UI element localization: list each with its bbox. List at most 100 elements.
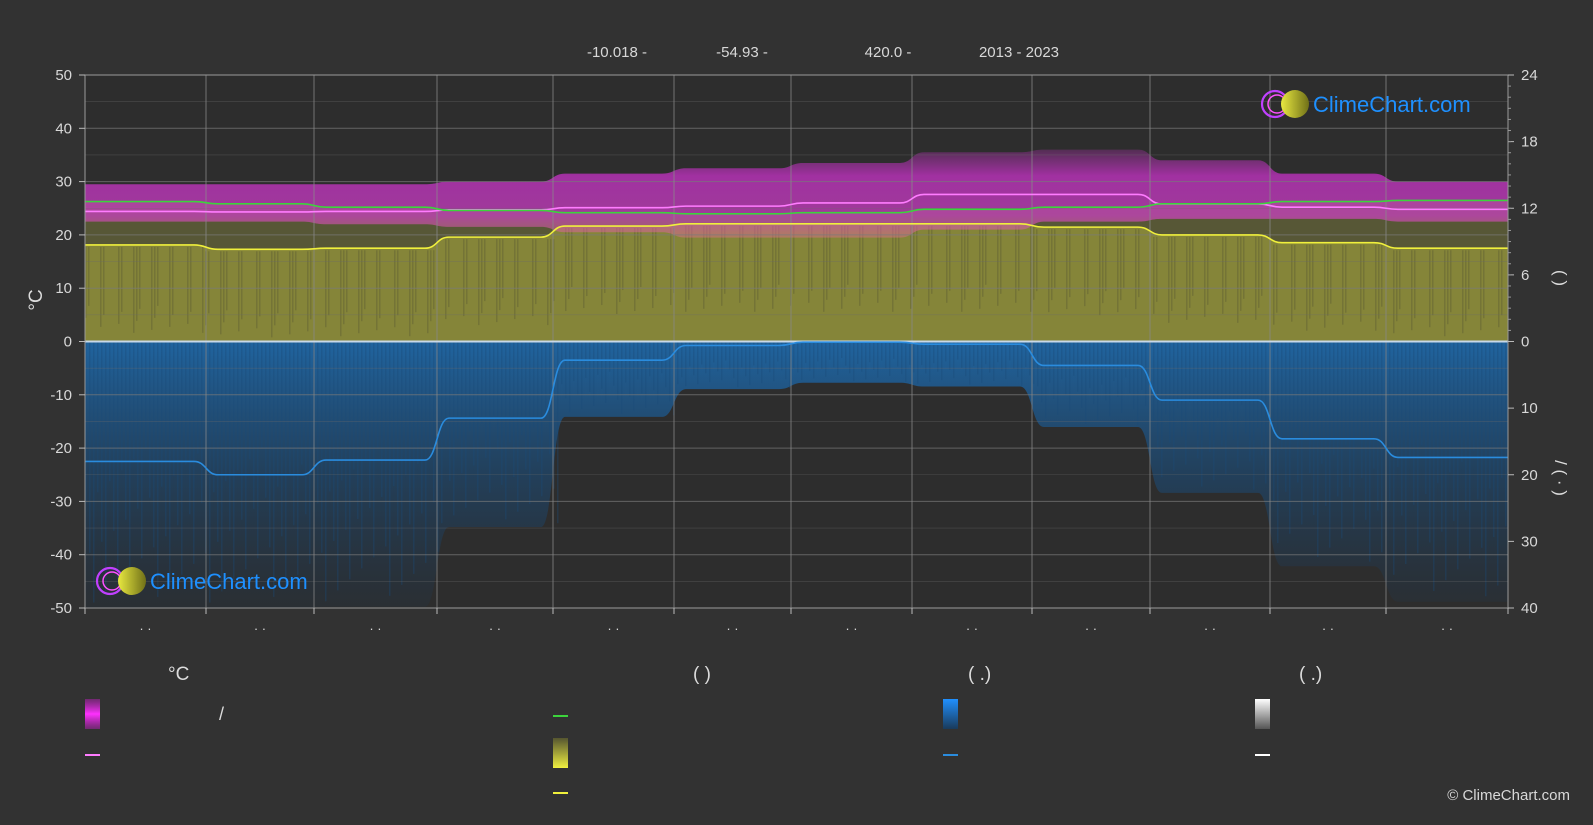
rain-texture — [1481, 341, 1483, 548]
sunshine-texture — [238, 251, 240, 332]
sunshine-texture — [688, 225, 690, 300]
sunshine-texture — [427, 250, 429, 334]
rain-texture — [253, 341, 255, 509]
rain-texture — [657, 341, 659, 405]
sunshine-texture — [1030, 225, 1032, 312]
sunshine-texture — [652, 228, 654, 309]
right-top-tick-label: 0 — [1521, 334, 1529, 351]
rain-texture — [817, 341, 819, 362]
right-bottom-tick-label: 30 — [1521, 533, 1538, 550]
rain-texture — [781, 341, 783, 371]
rain-texture — [773, 341, 775, 382]
x-tick-label: · · — [1322, 621, 1334, 636]
sunshine-texture — [1498, 250, 1500, 328]
rain-texture — [277, 341, 279, 487]
left-tick-label: -20 — [50, 440, 72, 457]
sunshine-texture — [412, 250, 414, 325]
rain-texture — [649, 341, 651, 377]
rain-texture — [401, 341, 403, 585]
rain-texture — [429, 341, 431, 454]
rain-texture — [465, 341, 467, 508]
rain-texture — [281, 341, 283, 537]
rain-texture — [413, 341, 415, 574]
rain-texture — [149, 341, 151, 498]
sunshine-texture — [916, 225, 918, 285]
rain-texture — [1025, 341, 1027, 367]
right-top-tick-label: 18 — [1521, 134, 1538, 151]
rain-texture — [513, 341, 515, 478]
rain-texture — [1017, 341, 1019, 378]
sunshine-texture — [670, 228, 672, 306]
rain-texture — [1345, 341, 1347, 446]
sunshine-texture — [772, 225, 774, 309]
sunshine-area — [85, 223, 1508, 342]
sunshine-texture — [1174, 236, 1176, 299]
rain-texture — [597, 341, 599, 375]
sunshine-texture — [967, 225, 969, 288]
sunshine-texture — [1135, 229, 1137, 310]
legend-line-snow — [1255, 754, 1270, 756]
rain-texture — [185, 341, 187, 465]
rain-texture — [901, 341, 903, 375]
rain-texture — [641, 341, 643, 394]
sunshine-texture — [340, 250, 342, 337]
sunshine-texture — [928, 225, 930, 306]
rain-texture — [309, 341, 311, 564]
rain-texture — [581, 341, 583, 410]
rain-texture — [169, 341, 171, 586]
sunshine-texture — [1243, 236, 1245, 299]
rain-texture — [469, 341, 471, 432]
rain-texture — [769, 341, 771, 373]
sunshine-texture — [514, 239, 516, 320]
sunshine-texture — [1309, 244, 1311, 319]
rain-texture — [1381, 341, 1383, 553]
left-tick-label: -30 — [50, 493, 72, 510]
rain-texture — [213, 341, 215, 493]
sunshine-texture — [1156, 236, 1158, 302]
rain-texture — [173, 341, 175, 476]
rain-texture — [181, 341, 183, 575]
rain-texture — [765, 341, 767, 364]
rain-texture — [521, 341, 523, 435]
sunshine-texture — [1258, 236, 1260, 308]
rain-texture — [1241, 341, 1243, 406]
sunshine-texture — [1342, 244, 1344, 325]
rain-texture — [1053, 341, 1055, 399]
rain-texture — [745, 341, 747, 377]
rain-texture — [789, 341, 791, 389]
sunshine-texture — [1399, 250, 1401, 310]
sunshine-texture — [808, 225, 810, 303]
rain-texture — [629, 341, 631, 397]
rain-texture — [701, 341, 703, 365]
rain-texture — [461, 341, 463, 474]
rain-texture — [557, 341, 559, 524]
rain-texture — [121, 341, 123, 471]
sunshine-texture — [565, 228, 567, 312]
left-tick-label: 20 — [55, 227, 72, 244]
rain-texture — [1121, 341, 1123, 413]
rain-texture — [717, 341, 719, 372]
rain-texture — [257, 341, 259, 559]
sunshine-texture — [364, 250, 366, 310]
sunshine-texture — [1048, 229, 1050, 313]
rain-texture — [617, 341, 619, 400]
rain-texture — [453, 341, 455, 516]
rain-texture — [1021, 341, 1023, 386]
left-tick-label: 40 — [55, 120, 72, 137]
rain-texture — [1057, 341, 1059, 415]
rain-texture — [1173, 341, 1175, 471]
rain-texture — [1321, 341, 1323, 464]
rain-texture — [437, 341, 439, 552]
sunshine-texture — [433, 250, 435, 310]
rain-texture — [785, 341, 787, 380]
rain-texture — [457, 341, 459, 439]
rain-texture — [1229, 341, 1231, 412]
x-tick-label: · · — [1441, 621, 1453, 636]
rain-texture — [685, 341, 687, 387]
rain-texture — [633, 341, 635, 411]
right-bottom-tick-label: 10 — [1521, 400, 1538, 417]
rain-texture — [1093, 341, 1095, 405]
rain-texture — [1373, 341, 1375, 469]
sunshine-texture — [499, 239, 501, 311]
